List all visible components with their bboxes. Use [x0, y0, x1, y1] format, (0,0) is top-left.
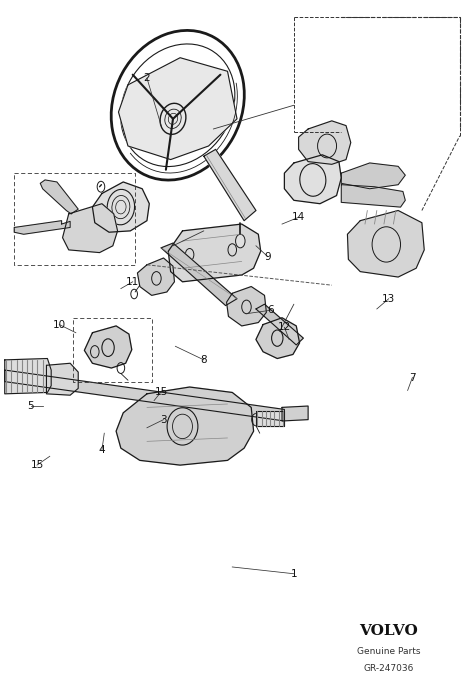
- Text: 5: 5: [27, 401, 34, 411]
- Polygon shape: [204, 149, 256, 221]
- Polygon shape: [14, 221, 70, 234]
- Text: 7: 7: [409, 373, 416, 382]
- Polygon shape: [40, 180, 78, 214]
- Text: 3: 3: [160, 415, 167, 424]
- Text: 12: 12: [278, 323, 291, 332]
- Text: Genuine Parts: Genuine Parts: [357, 647, 420, 657]
- Polygon shape: [341, 163, 405, 189]
- Polygon shape: [118, 58, 237, 160]
- Text: 8: 8: [201, 355, 207, 365]
- Polygon shape: [116, 387, 254, 465]
- Polygon shape: [161, 243, 237, 306]
- Text: 1: 1: [291, 569, 297, 579]
- Polygon shape: [256, 411, 284, 426]
- Polygon shape: [5, 359, 51, 394]
- Polygon shape: [137, 258, 174, 295]
- Text: 2: 2: [144, 73, 150, 83]
- Text: VOLVO: VOLVO: [359, 625, 418, 638]
- Text: 6: 6: [267, 306, 273, 315]
- Polygon shape: [282, 406, 308, 421]
- Text: 15: 15: [155, 387, 168, 397]
- Polygon shape: [256, 318, 300, 359]
- Text: 4: 4: [99, 445, 105, 455]
- Polygon shape: [341, 185, 405, 207]
- Polygon shape: [256, 304, 303, 345]
- Polygon shape: [284, 155, 341, 204]
- Text: 13: 13: [382, 294, 395, 304]
- Polygon shape: [299, 121, 351, 164]
- Text: 9: 9: [264, 252, 271, 261]
- Polygon shape: [347, 210, 424, 277]
- Polygon shape: [5, 370, 284, 421]
- Circle shape: [252, 414, 260, 426]
- Text: 14: 14: [292, 213, 305, 222]
- Polygon shape: [46, 363, 78, 395]
- Text: 11: 11: [126, 277, 139, 287]
- Text: GR-247036: GR-247036: [364, 664, 414, 674]
- Polygon shape: [227, 287, 266, 326]
- Circle shape: [236, 234, 245, 248]
- Polygon shape: [84, 326, 132, 368]
- Polygon shape: [92, 182, 149, 232]
- Text: 15: 15: [30, 460, 44, 470]
- Polygon shape: [168, 224, 261, 282]
- Polygon shape: [63, 204, 118, 253]
- Text: 10: 10: [53, 320, 66, 329]
